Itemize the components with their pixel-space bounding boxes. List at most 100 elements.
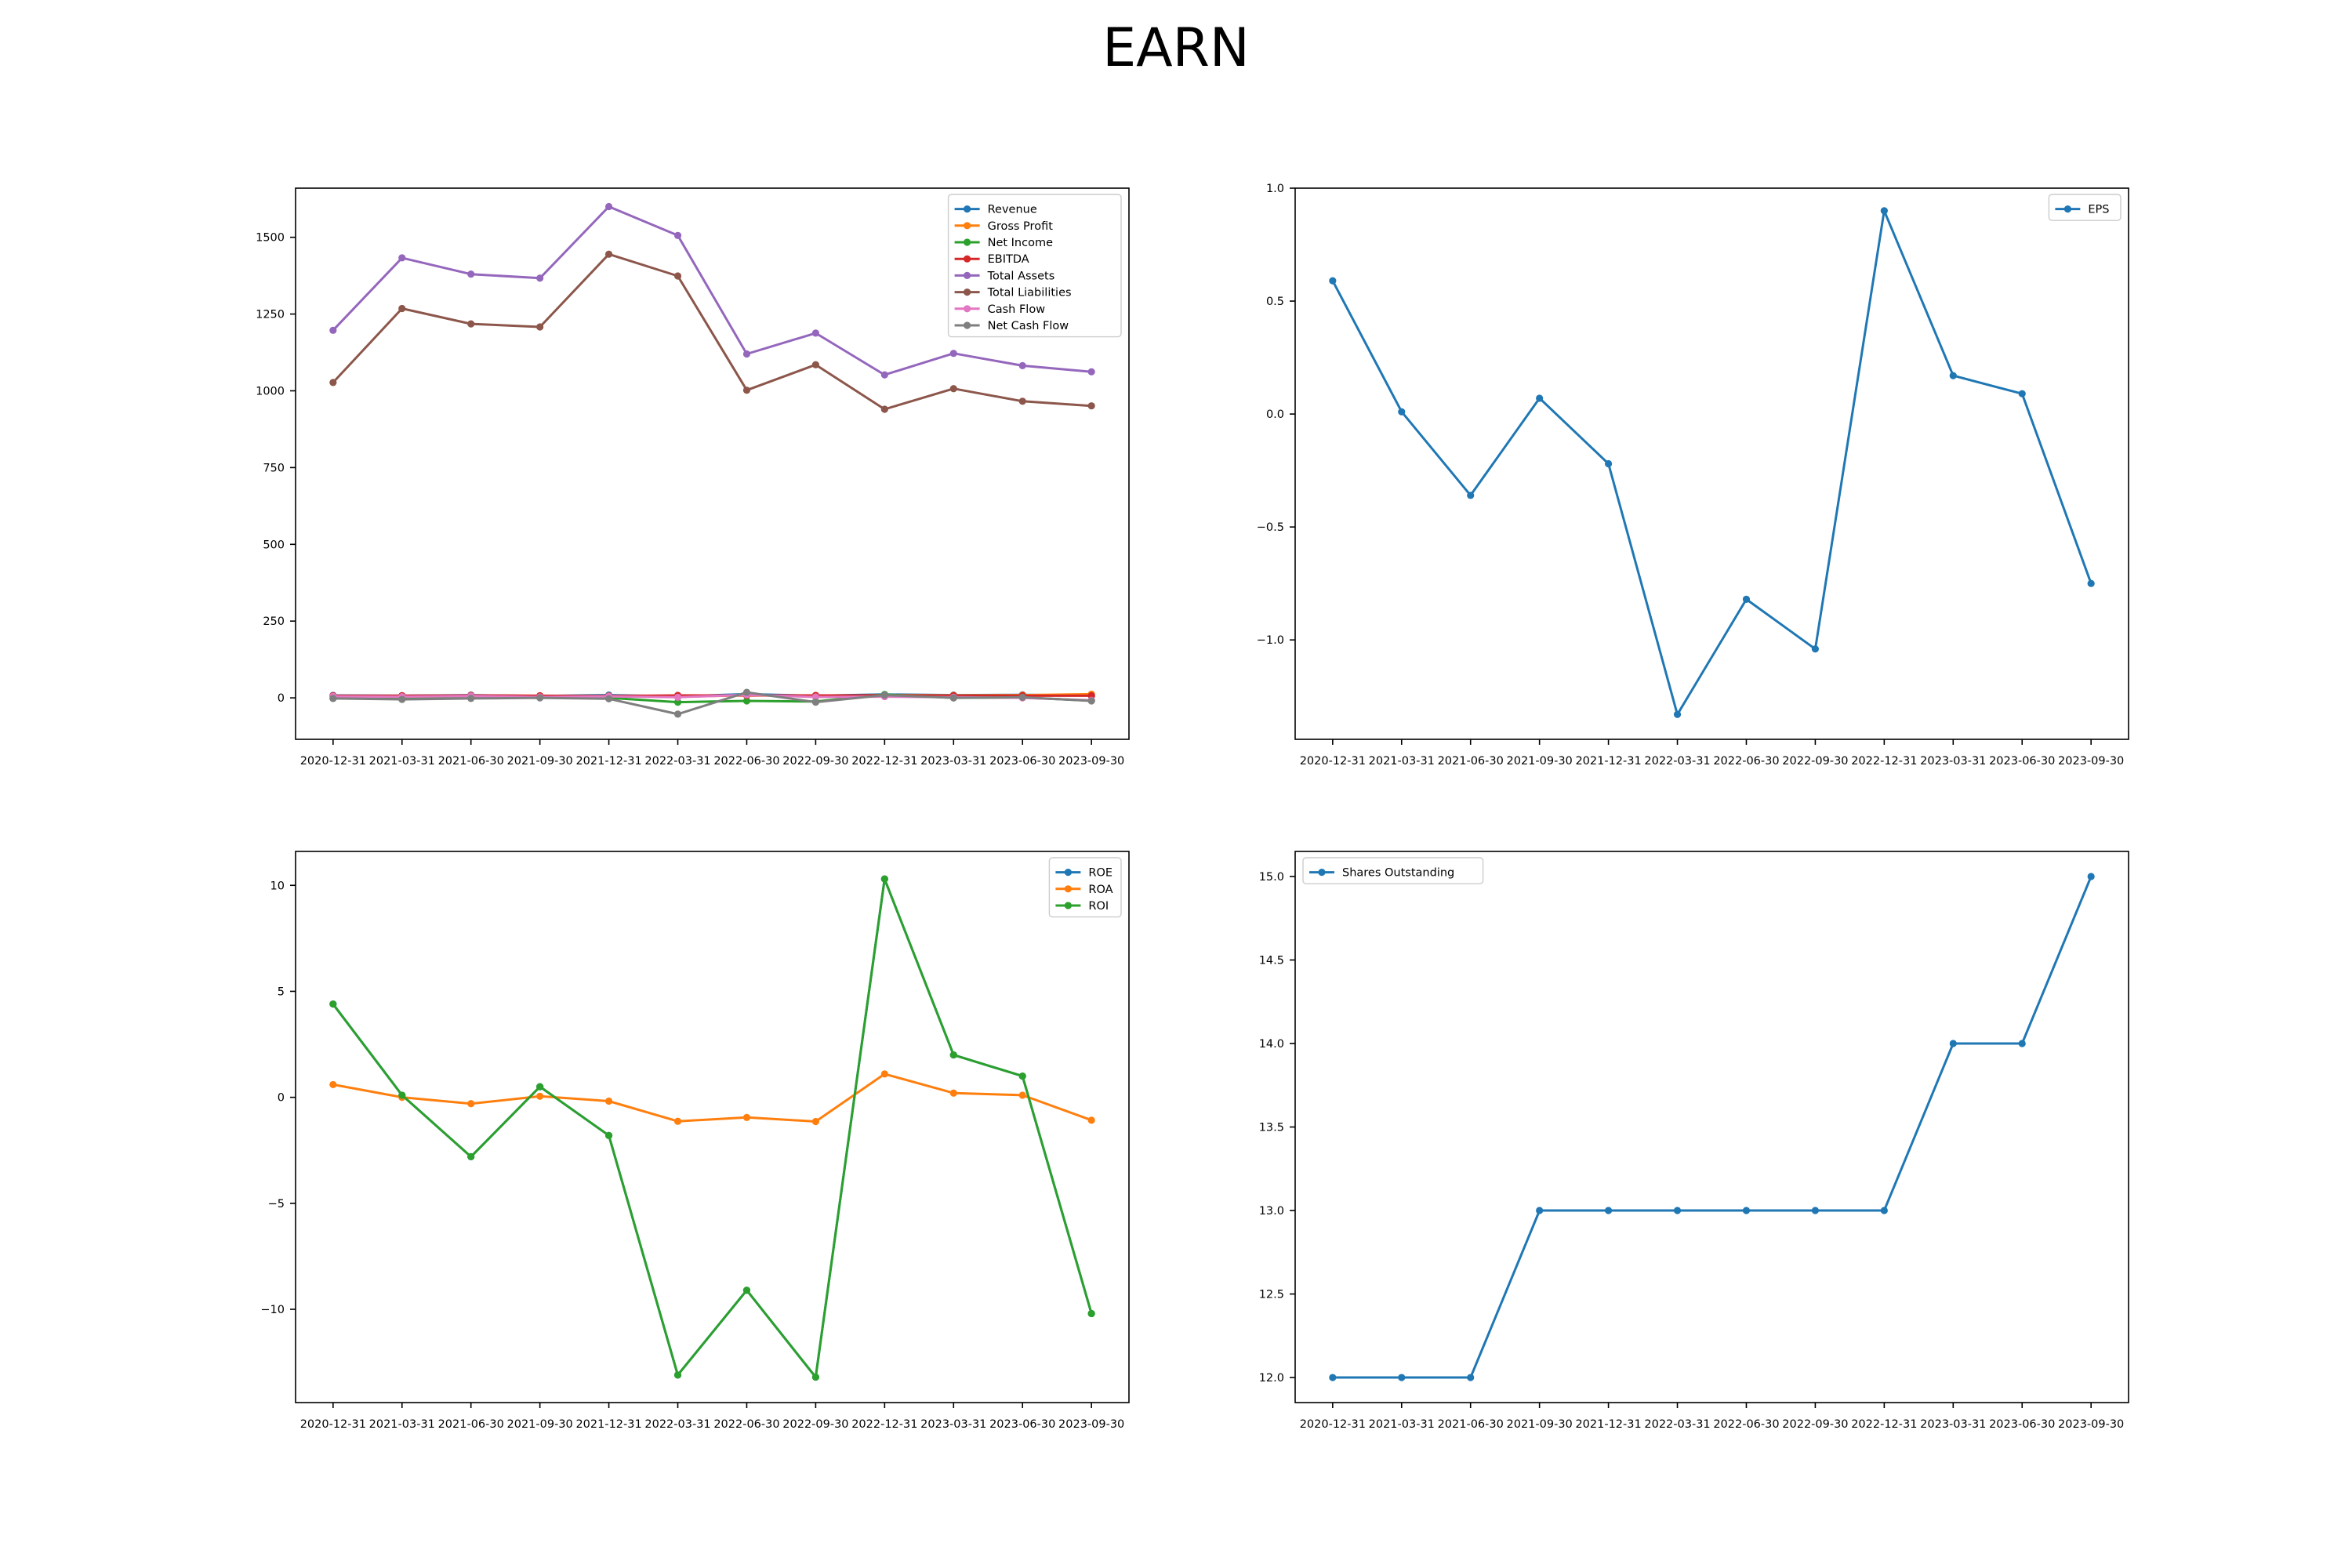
series-total-liabilities [329,250,1095,413]
x-tick-label: 2021-09-30 [507,755,573,768]
axes-frame [1294,187,2129,740]
y-tick-label: 15.0 [1259,871,1284,884]
data-point-total-assets [1018,361,1026,369]
data-point-eps [1467,492,1475,499]
data-point-total-assets [811,329,820,337]
y-tick-label: 0 [278,692,285,705]
data-point-total-liabilities [811,361,820,368]
y-tick-label: 0.5 [1266,296,1284,308]
data-point-roa [604,1097,613,1105]
subplot-returns: 2020-12-31 2021-03-31 2021-06-30 2021-09-30… [260,851,1130,1431]
data-point-net-cash-flow [949,694,957,702]
x-tick-label: 2020-12-31 [300,755,366,768]
x-tick-label: 2022-12-31 [1851,1418,1917,1431]
legend-marker-net-income [964,238,971,246]
data-point-eps [1880,207,1888,215]
x-tick-label: 2021-12-31 [1575,1418,1641,1431]
x-tick-label: 2023-06-30 [1989,1418,2055,1431]
x-tick-label: 2021-03-31 [369,1418,435,1431]
y-tick-label: 0 [278,1092,285,1105]
y-tick-label: 10 [270,880,285,892]
y-tick-label: 750 [263,462,285,474]
data-point-total-liabilities [467,320,475,328]
data-point-net-cash-flow [880,691,888,699]
data-point-total-assets [467,270,475,278]
x-tick-label: 2021-03-31 [369,755,435,768]
data-point-net-cash-flow [398,695,406,703]
data-point-eps [1949,372,1957,379]
data-point-total-assets [329,326,337,334]
x-tick-label: 2021-03-31 [1369,755,1435,768]
y-tick-label: 1000 [256,385,285,397]
x-tick-label: 2021-06-30 [1438,1418,1504,1431]
y-tick-label: −1.0 [1257,634,1284,647]
legend: ROE ROA ROI [1048,857,1122,918]
y-tick-label: 12.0 [1259,1372,1284,1385]
y-tick-label: 1250 [256,309,285,321]
data-point-eps [1536,394,1544,402]
x-tick-label: 2022-06-30 [713,1418,779,1431]
data-point-shares-outstanding [1536,1207,1544,1214]
series-total-assets [329,202,1095,379]
y-tick-label: 13.0 [1259,1205,1284,1218]
x-tick-label: 2023-03-31 [1920,1418,1986,1431]
data-point-eps [1398,408,1406,416]
x-tick-label: 2023-06-30 [989,1418,1055,1431]
legend-marker-revenue [964,205,971,213]
x-tick-label: 2021-09-30 [507,1418,573,1431]
data-point-eps [2087,579,2095,587]
legend-marker-shares-outstanding [1318,869,1326,877]
data-point-shares-outstanding [1880,1207,1888,1214]
data-point-cash-flow [673,693,682,701]
data-point-total-liabilities [1087,402,1095,410]
legend-box [2048,194,2122,221]
x-tick-label: 2021-12-31 [575,1418,641,1431]
data-point-shares-outstanding [1467,1374,1475,1381]
series-line-total-liabilities [332,252,1092,411]
legend-marker-ebitda [964,255,971,263]
x-tick-label: 2022-06-30 [713,755,779,768]
y-tick-label: −10 [260,1304,285,1316]
axes-frame [1294,851,2129,1403]
x-tick-label: 2022-03-31 [644,755,710,768]
data-point-roa [1087,1116,1095,1124]
plot-area [1295,188,2129,739]
data-point-total-assets [536,274,544,282]
legend-label-gross-profit: Gross Profit [988,220,1054,233]
legend-marker-gross-profit [964,222,971,230]
legend-label-eps: EPS [2088,204,2109,216]
data-point-roa [536,1092,544,1100]
x-tick-label: 2022-06-30 [1713,755,1779,768]
y-tick-label: 0.0 [1266,408,1284,421]
data-point-shares-outstanding [2018,1040,2026,1047]
series-line-total-assets [332,205,1092,376]
y-tick-label: −5 [268,1198,285,1210]
data-point-total-liabilities [604,250,613,258]
data-point-net-income [742,697,751,705]
legend-marker-total-assets [964,271,971,279]
legend-label-total-liabilities: Total Liabilities [987,287,1072,299]
x-tick-label: 2022-12-31 [1851,755,1917,768]
y-tick-label: 12.5 [1259,1289,1284,1301]
legend-marker-total-liabilities [964,289,971,296]
data-point-total-assets [604,202,613,211]
x-tick-label: 2023-09-30 [1058,755,1124,768]
y-tick-label: 1500 [256,232,285,245]
data-point-net-cash-flow [1018,693,1026,701]
legend-marker-roa [1064,885,1072,893]
series-line-shares-outstanding [1332,876,2092,1379]
x-tick-label: 2021-09-30 [1507,755,1573,768]
data-point-total-assets [1087,368,1095,376]
data-point-roa [742,1113,751,1121]
data-point-roi [1018,1073,1026,1080]
data-point-net-cash-flow [536,694,544,702]
legend: EPS [2048,194,2122,221]
legend-label-roe: ROE [1088,867,1112,880]
data-point-net-cash-flow [604,695,613,702]
data-point-shares-outstanding [1949,1040,1957,1047]
data-point-eps [1673,710,1682,718]
data-point-roi [949,1051,957,1059]
x-tick-label: 2021-06-30 [438,755,504,768]
legend-marker-cash-flow [964,305,971,313]
